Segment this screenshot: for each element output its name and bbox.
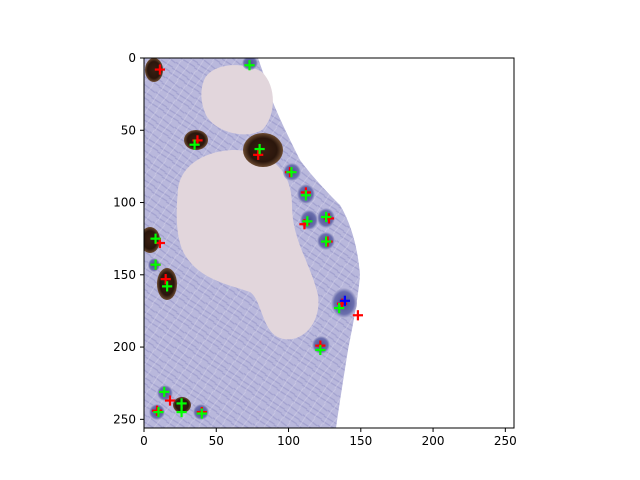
data-point	[150, 233, 161, 244]
y-tick-label: 50	[121, 123, 136, 137]
data-point	[300, 190, 311, 201]
data-point	[160, 274, 171, 285]
data-point	[352, 310, 364, 321]
data-point	[244, 60, 255, 71]
data-point	[176, 407, 187, 418]
vessel-lumen-main	[176, 150, 319, 340]
x-tick-label: 0	[140, 434, 148, 448]
x-axis: 0 50 100 150 200 250	[140, 428, 517, 448]
data-point	[159, 386, 170, 397]
x-tick-label: 150	[349, 434, 372, 448]
x-tick-label: 50	[209, 434, 224, 448]
x-tick-label: 250	[494, 434, 517, 448]
data-point	[189, 139, 200, 150]
y-tick-label: 200	[113, 340, 136, 354]
data-point	[321, 211, 332, 223]
data-point	[153, 407, 164, 418]
data-point	[154, 237, 165, 249]
data-point	[253, 149, 264, 160]
data-point	[286, 167, 297, 178]
tissue-image	[144, 58, 514, 428]
data-point	[339, 295, 350, 306]
y-axis: 0 50 100 150 200 250	[113, 51, 144, 426]
y-tick-label: 250	[113, 412, 136, 426]
data-point	[150, 259, 161, 270]
axes-frame	[143, 57, 515, 429]
data-point	[154, 64, 165, 75]
data-point	[321, 236, 332, 247]
data-point	[151, 405, 163, 416]
vessel-lumen-top	[201, 65, 273, 135]
data-point	[302, 216, 313, 227]
y-tick-label: 0	[128, 51, 136, 65]
data-point	[315, 344, 326, 356]
data-point	[334, 302, 345, 314]
data-point	[196, 408, 207, 419]
data-point	[162, 281, 173, 292]
y-tick-label: 150	[113, 268, 136, 282]
data-point	[176, 398, 187, 409]
y-tick-label: 100	[113, 196, 136, 210]
x-tick-label: 200	[422, 434, 445, 448]
data-point	[164, 395, 176, 406]
data-point	[254, 143, 265, 155]
data-markers	[150, 60, 364, 419]
x-tick-label: 100	[277, 434, 300, 448]
